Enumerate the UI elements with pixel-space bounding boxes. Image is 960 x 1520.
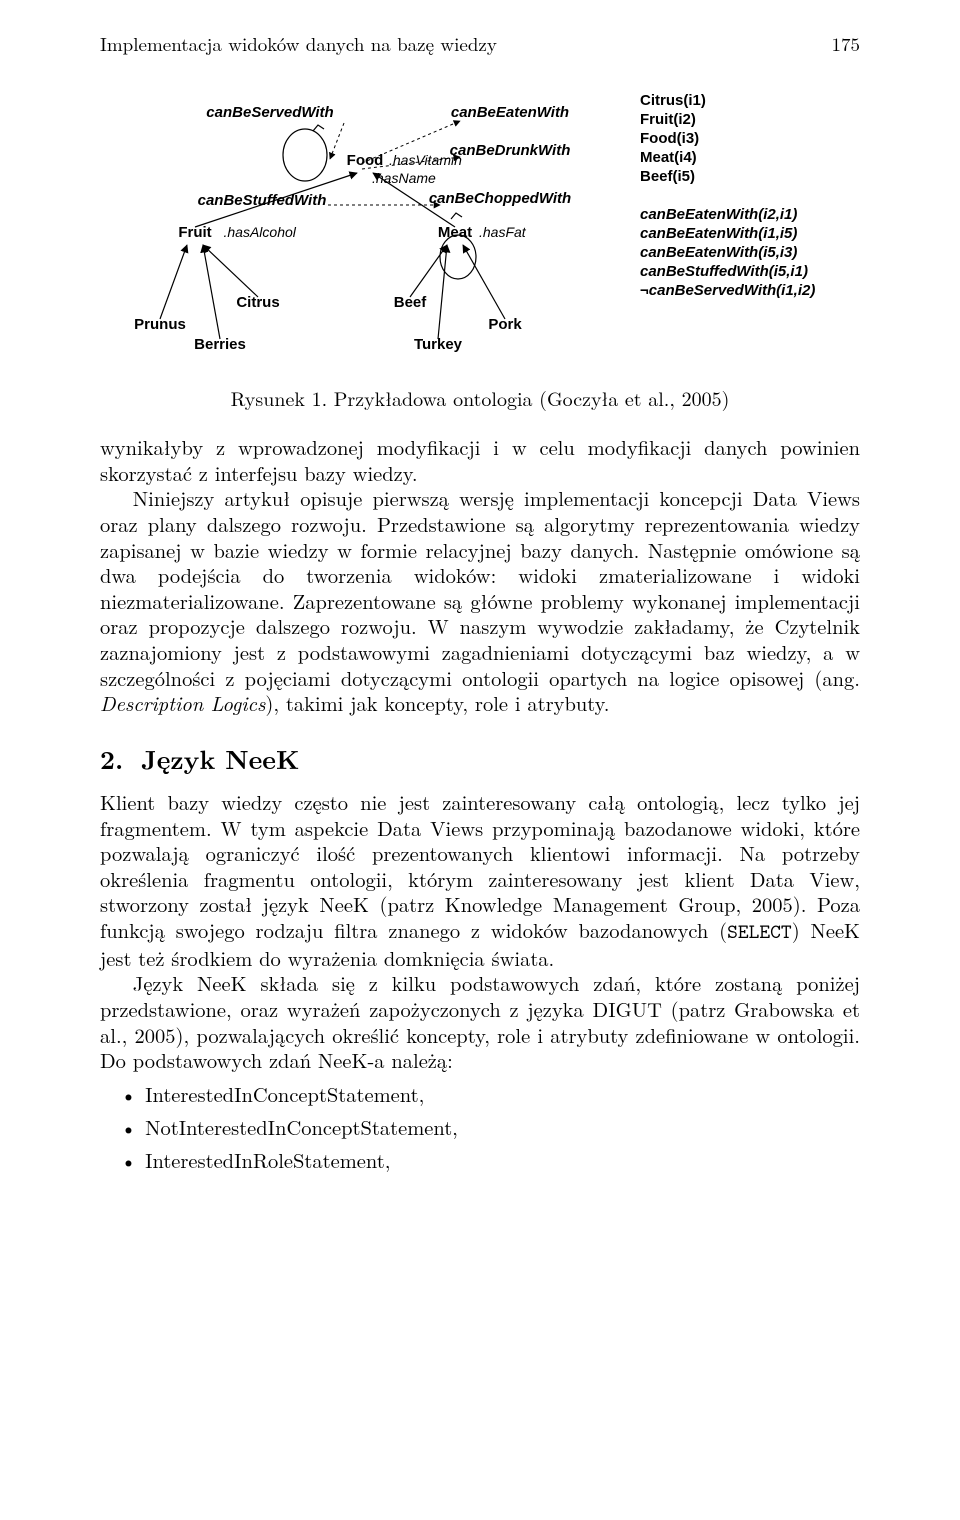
section-heading: 2. Język NeeK [100,740,860,777]
para-1b-after: ), takimi jak koncepty, role i atrybuty. [265,688,609,717]
svg-text:canBeChoppedWith: canBeChoppedWith [429,190,571,207]
bullet-item: NotInterestedInConceptStatement, [145,1112,860,1141]
svg-text:Berries: Berries [194,336,246,353]
svg-text:Citrus: Citrus [236,294,279,311]
svg-text:Fruit(i2): Fruit(i2) [640,111,696,128]
svg-text:canBeEatenWith(i1,i5): canBeEatenWith(i1,i5) [640,225,797,242]
svg-text:canBeDrunkWith: canBeDrunkWith [450,142,571,159]
svg-text:Meat(i4): Meat(i4) [640,149,697,166]
para-1b: Niniejszy artykuł opisuje pierwszą wersj… [100,485,860,716]
svg-text:Beef(i5): Beef(i5) [640,168,695,185]
running-title: Implementacja widoków danych na bazę wie… [100,30,497,57]
bullet-item: InterestedInRoleStatement, [145,1145,860,1174]
svg-text:Fruit: Fruit [178,224,211,241]
svg-text:Food(i3): Food(i3) [640,130,699,147]
svg-text:canBeEatenWith(i2,i1): canBeEatenWith(i2,i1) [640,206,797,223]
running-head: Implementacja widoków danych na bazę wie… [100,30,860,57]
para-1b-before: Niniejszy artykuł opisuje pierwszą wersj… [100,483,860,691]
select-keyword: SELECT [727,918,792,945]
svg-text:canBeStuffedWith: canBeStuffedWith [198,192,327,209]
svg-text:canBeStuffedWith(i5,i1): canBeStuffedWith(i5,i1) [640,263,808,280]
ontology-figure: Food.hasVitamin.hasNameMeat.hasFatFruit.… [100,77,860,377]
bullet-item: InterestedInConceptStatement, [145,1079,860,1108]
svg-text:canBeEatenWith: canBeEatenWith [451,104,569,121]
svg-text:Prunus: Prunus [134,316,186,333]
para-1a: wynikałyby z wprowadzonej modyfikacji i … [100,434,860,485]
para-2a: Klient bazy wiedzy często nie jest zaint… [100,789,860,970]
svg-text:canBeServedWith: canBeServedWith [206,104,333,121]
body-text: wynikałyby z wprowadzonej modyfikacji i … [100,434,860,716]
svg-text:¬canBeServedWith(i1,i2): ¬canBeServedWith(i1,i2) [640,282,815,299]
svg-text:Citrus(i1): Citrus(i1) [640,92,706,109]
bullet-list: InterestedInConceptStatement, NotInteres… [100,1079,860,1174]
figure-caption: Rysunek 1. Przykładowa ontologia (Goczył… [100,383,860,412]
svg-text:.hasName: .hasName [372,170,436,186]
svg-text:Meat: Meat [438,224,472,241]
svg-text:Pork: Pork [488,316,522,333]
section-body: Klient bazy wiedzy często nie jest zaint… [100,789,860,1073]
description-logics-italic: Description Logics [100,688,265,717]
svg-text:Beef: Beef [394,294,428,311]
page-number: 175 [831,30,860,57]
svg-text:Food: Food [347,152,384,169]
section-number: 2. [100,740,123,777]
para-2b: Język NeeK składa się z kilku podstawowy… [100,970,860,1073]
svg-text:.hasFat: .hasFat [479,224,527,240]
section-title: Język NeeK [141,740,299,777]
svg-text:Turkey: Turkey [414,336,463,353]
svg-text:canBeEatenWith(i5,i3): canBeEatenWith(i5,i3) [640,244,797,261]
svg-text:.hasAlcohol: .hasAlcohol [224,224,297,240]
